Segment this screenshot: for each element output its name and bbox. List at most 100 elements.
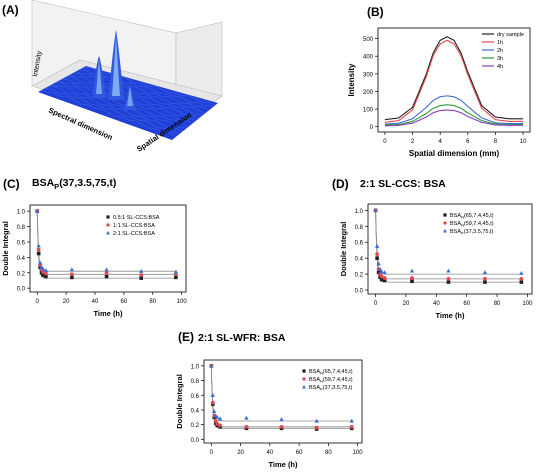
data-point-triangle xyxy=(349,418,354,423)
chart-title-main: 2:1 SL-WFR: BSA xyxy=(198,332,286,344)
surface-z-label: Intensity xyxy=(32,50,44,77)
data-point-square xyxy=(382,278,387,283)
y-tick-label: 0.2 xyxy=(17,271,26,277)
data-point-square xyxy=(106,215,110,219)
y-tick-label: 1.0 xyxy=(17,210,26,216)
data-point-circle xyxy=(210,400,215,405)
fit-curve xyxy=(36,211,176,279)
data-point-square xyxy=(38,265,42,270)
x-axis-label: Time (h) xyxy=(268,460,298,469)
panel-a-letter: (A) xyxy=(2,3,19,17)
x-axis-label: Time (h) xyxy=(93,309,123,318)
legend-label-main: BSA xyxy=(450,229,461,235)
series-line-3h xyxy=(384,104,524,126)
surface-ridge-line xyxy=(41,89,176,137)
x-tick-label: 6 xyxy=(466,139,470,145)
data-point-triangle xyxy=(43,268,49,273)
data-point-square xyxy=(483,280,487,284)
plot-frame xyxy=(367,203,533,295)
legend-label-text: 2:1 SL-CCS:BSA xyxy=(113,231,155,237)
surface-peak-mid-highlight xyxy=(96,58,102,94)
data-point-square xyxy=(302,369,306,373)
data-point-circle xyxy=(443,221,447,225)
legend-label-main: BSA xyxy=(450,213,461,219)
data-point-square xyxy=(376,270,381,275)
chart-e-double-integral: 0 20 40 60 80 100 0.0 0.2 0.4 0.6 0.8 1.0 Time (h) Do… xyxy=(175,332,363,469)
y-tick-label: 0 xyxy=(370,125,374,131)
x-tick-label: 100 xyxy=(522,301,533,307)
y-tick-label: 100 xyxy=(363,108,374,114)
chart-c-double-integral: 0 20 40 60 80 100 0.0 0.2 0.4 0.6 0.8 1.0 Time (h) Do… xyxy=(1,177,187,318)
x-tick-label: 60 xyxy=(463,301,470,307)
data-point-triangle xyxy=(409,268,415,273)
legend-label-rest: (65,7.4,45,t) xyxy=(464,213,494,219)
data-point-circle xyxy=(104,270,109,275)
data-point-triangle xyxy=(217,416,223,421)
legend-label-rest: (59,7.4,45,t) xyxy=(323,377,353,383)
data-point-triangle xyxy=(215,414,220,419)
legend-label-main: BSA xyxy=(309,385,320,391)
fit-curve xyxy=(210,365,352,429)
data-point-triangle xyxy=(36,243,41,248)
legend-label-rest: (37,3.5,75,t) xyxy=(323,385,353,391)
y-tick-label: 0.4 xyxy=(17,256,26,262)
data-point-triangle xyxy=(40,266,46,271)
panel-c-letter: (C) xyxy=(3,177,20,191)
legend-label-rest: (65,7.4,45,t) xyxy=(323,369,353,375)
y-tick-label: 0.6 xyxy=(17,240,26,246)
y-tick-label: 0.4 xyxy=(191,408,200,414)
y-tick-label: 300 xyxy=(363,72,374,78)
x-tick-label: 0 xyxy=(374,301,378,307)
chart-title: 2:1 SL-WFR: BSA xyxy=(198,332,286,344)
data-point-circle xyxy=(43,271,48,276)
data-point-square xyxy=(519,280,524,284)
legend-label: 2:1 SL-CCS:BSA xyxy=(113,231,155,237)
y-tick-label: 0.8 xyxy=(17,225,26,231)
data-point-square xyxy=(104,274,109,279)
legend-label-text: 0.5:1 SL-CCS:BSA xyxy=(113,215,160,221)
data-point-circle xyxy=(382,276,387,280)
data-point-circle xyxy=(106,223,110,227)
legend-label-subscript: N xyxy=(461,223,464,228)
data-point-circle xyxy=(446,276,451,281)
data-point-circle xyxy=(41,270,45,274)
legend-label: 0.5:1 SL-CCS:BSA xyxy=(113,215,160,221)
x-tick-label: 0 xyxy=(210,450,214,456)
surface-peak-large-highlight xyxy=(112,33,120,96)
data-point-triangle xyxy=(379,269,384,274)
y-tick-label: 0.4 xyxy=(355,257,364,263)
panel-d-letter: (D) xyxy=(332,177,349,191)
surface-ridge-line xyxy=(82,66,215,106)
y-tick-label: 0.0 xyxy=(355,289,364,295)
y-tick-label: 1.0 xyxy=(191,364,200,370)
y-tick-label: 0.2 xyxy=(355,273,364,279)
data-point-triangle xyxy=(104,267,109,272)
data-point-circle xyxy=(213,419,218,423)
data-point-triangle xyxy=(314,418,319,423)
data-point-square xyxy=(139,276,144,280)
legend-label: 3h xyxy=(497,56,503,62)
data-point-triangle xyxy=(302,384,306,389)
legend-label: dry sample xyxy=(497,32,524,38)
y-axis-label: Double Integral xyxy=(175,374,184,429)
legend-label: BSAN(65,7.4,45,t) xyxy=(309,369,353,376)
y-tick-label: 400 xyxy=(363,55,374,61)
y-tick-label: 0.6 xyxy=(355,241,364,247)
data-point-circle xyxy=(483,276,487,281)
data-point-triangle xyxy=(69,267,75,272)
x-tick-label: 2 xyxy=(411,139,415,145)
data-point-circle xyxy=(215,422,220,426)
legend-label-main: BSA xyxy=(309,377,320,383)
x-tick-label: 60 xyxy=(121,299,128,305)
data-point-triangle xyxy=(37,260,43,265)
x-tick-label: 4 xyxy=(439,139,443,145)
surface-ridge-line xyxy=(51,84,186,128)
chart-title: 2:1 SL-CCS: BSA xyxy=(360,178,446,190)
legend-label-subscript: N xyxy=(320,379,323,384)
plot-frame xyxy=(377,27,531,133)
data-point-circle xyxy=(519,276,524,281)
x-tick-label: 40 xyxy=(266,450,273,456)
surface-ridge-line xyxy=(58,80,192,124)
data-point-triangle xyxy=(519,270,524,275)
